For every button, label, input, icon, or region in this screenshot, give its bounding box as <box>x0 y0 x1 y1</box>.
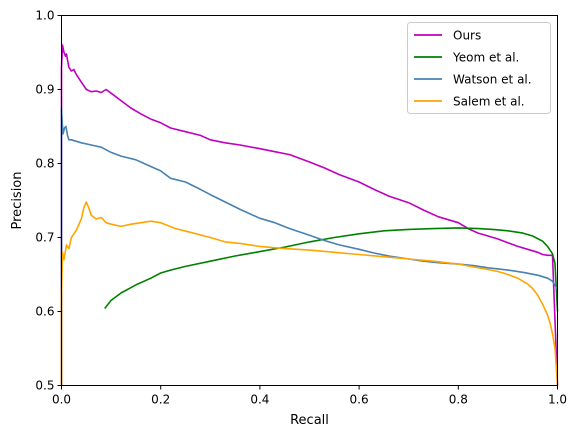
x-axis: 0.0 0.2 0.4 0.6 0.8 1.0 <box>52 385 567 407</box>
plot-frame <box>61 15 558 386</box>
series-line-salem-et-al <box>60 201 559 386</box>
series-layer <box>60 44 559 386</box>
y-tick-label: 0.9 <box>35 83 54 97</box>
y-tick-label: 1.0 <box>35 9 54 23</box>
series-line-ours <box>60 44 559 386</box>
legend-frame <box>407 22 551 114</box>
x-tick-label: 0.6 <box>350 393 369 407</box>
x-tick-label: 0.0 <box>52 393 71 407</box>
y-axis: 0.5 0.6 0.7 0.8 0.9 1.0 <box>35 9 62 393</box>
legend-label-salem-et-al: Salem et al. <box>453 95 525 109</box>
x-axis-label: Recall <box>290 413 329 428</box>
y-axis-label: Precision <box>10 171 25 229</box>
legend: Ours Yeom et al. Watson et al. Salem et al. <box>407 22 551 114</box>
x-tick-label: 0.8 <box>449 393 468 407</box>
x-tick-label: 1.0 <box>548 393 567 407</box>
legend-label-yeom-et-al: Yeom et al. <box>452 51 519 65</box>
y-tick-label: 0.7 <box>35 231 54 245</box>
series-line-yeom-et-al <box>104 227 559 312</box>
legend-label-watson-et-al: Watson et al. <box>453 73 532 87</box>
y-tick-label: 0.8 <box>35 157 54 171</box>
legend-label-ours: Ours <box>453 29 481 43</box>
y-tick-label: 0.5 <box>35 379 54 393</box>
y-tick-label: 0.6 <box>35 305 54 319</box>
x-tick-label: 0.4 <box>250 393 269 407</box>
x-tick-label: 0.2 <box>151 393 170 407</box>
